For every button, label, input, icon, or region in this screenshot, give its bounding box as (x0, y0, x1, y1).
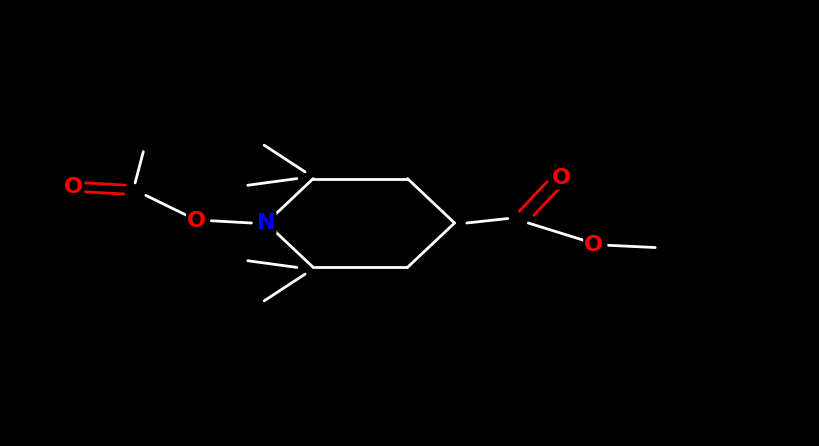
Text: O: O (64, 178, 84, 197)
Text: O: O (584, 235, 604, 255)
Text: O: O (187, 211, 206, 231)
Text: N: N (257, 213, 275, 233)
Text: O: O (551, 169, 571, 188)
